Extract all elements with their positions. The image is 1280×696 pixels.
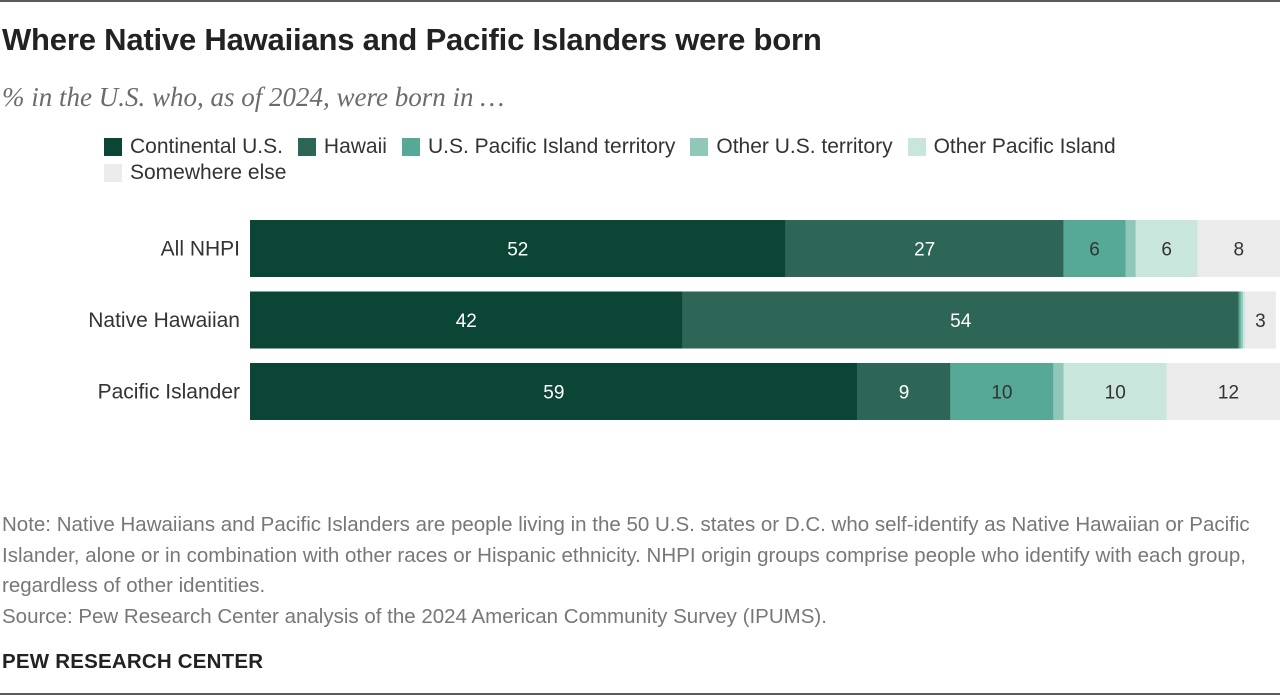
legend-item-hawaii: Hawaii [297,135,387,159]
data-label: 27 [914,240,935,261]
note-text: Note: Native Hawaiians and Pacific Islan… [2,513,1250,597]
bar-segment [1242,291,1245,349]
legend-swatch [104,138,122,156]
bar-segment [250,363,858,420]
bar-row: Native Hawaiian 42 54 3 [88,291,1276,349]
stacked-bar-chart: All NHPI 52 27 6 6 8 Native Hawaiian 42 54 3 Pacif… [88,220,1280,420]
legend-swatch [104,164,122,182]
bar-segment [682,291,1239,349]
category-label: Native Hawaiian [88,309,240,332]
data-label: 8 [1234,240,1245,261]
legend-swatch [690,138,709,156]
legend-row: Continental U.S. Hawaii U.S. Pacific Isl… [104,134,1204,160]
data-label: 10 [991,383,1012,404]
bar-segment [250,291,683,349]
bar-segment [950,363,1054,420]
bar-segment [250,220,786,277]
data-label: 59 [543,383,564,404]
bar-row: All NHPI 52 27 6 6 8 [161,220,1280,277]
data-label: 42 [456,311,477,332]
brand-logo-text: PEW RESEARCH CENTER [2,650,264,673]
top-rule [0,0,1280,2]
source-text: Source: Pew Research Center analysis of … [2,604,827,628]
data-label: 9 [899,383,910,404]
legend-label: Somewhere else [130,161,287,184]
bar-segment [1197,220,1280,277]
legend-item-somewhere-else: Somewhere else [104,161,286,185]
data-label: 54 [950,311,972,332]
bar-segment [785,220,1064,277]
data-label: 10 [1105,383,1126,404]
legend-item-us-pacific-island-territory: U.S. Pacific Island territory [401,135,676,159]
bar-segment [857,363,951,420]
legend-item-other-us-territory: Other U.S. territory [690,135,893,159]
bar-segment [1125,220,1136,277]
legend-label: Hawaii [323,135,387,158]
chart-title: Where Native Hawaiians and Pacific Islan… [2,22,822,57]
bar-segment [1240,291,1243,349]
data-label: 12 [1218,383,1239,404]
bar-segment [1238,291,1241,349]
legend-label: Other U.S. territory [716,135,893,158]
data-label: 6 [1089,240,1100,261]
bottom-rule [0,693,1280,695]
data-label: 6 [1161,240,1172,261]
legend-swatch [401,138,420,156]
bar-segment [1063,363,1167,420]
bar-segment [1063,220,1126,277]
chart-subtitle: % in the U.S. who, as of 2024, were born… [2,82,505,112]
legend-swatch [297,138,316,156]
legend-label: Other Pacific Island [933,135,1116,158]
legend-swatch [907,138,926,156]
bar-segment [1166,363,1280,420]
legend-row: Somewhere else [104,160,1204,186]
bar-segment [1244,291,1276,349]
legend-label: U.S. Pacific Island territory [427,135,676,158]
bar-segment [1135,220,1198,277]
category-label: Pacific Islander [98,381,240,404]
legend-item-other-pacific-island: Other Pacific Island [907,135,1116,159]
legend: Continental U.S. Hawaii U.S. Pacific Isl… [104,134,1204,186]
bar-segment [1053,363,1064,420]
data-label: 3 [1255,311,1266,332]
bar-row: Pacific Islander 59 9 10 10 12 [98,363,1280,420]
legend-item-continental-us: Continental U.S. [104,135,283,159]
category-label: All NHPI [161,238,240,261]
chart-notes: Note: Native Hawaiians and Pacific Islan… [2,510,1280,632]
data-label: 52 [507,240,528,261]
legend-label: Continental U.S. [130,135,283,158]
